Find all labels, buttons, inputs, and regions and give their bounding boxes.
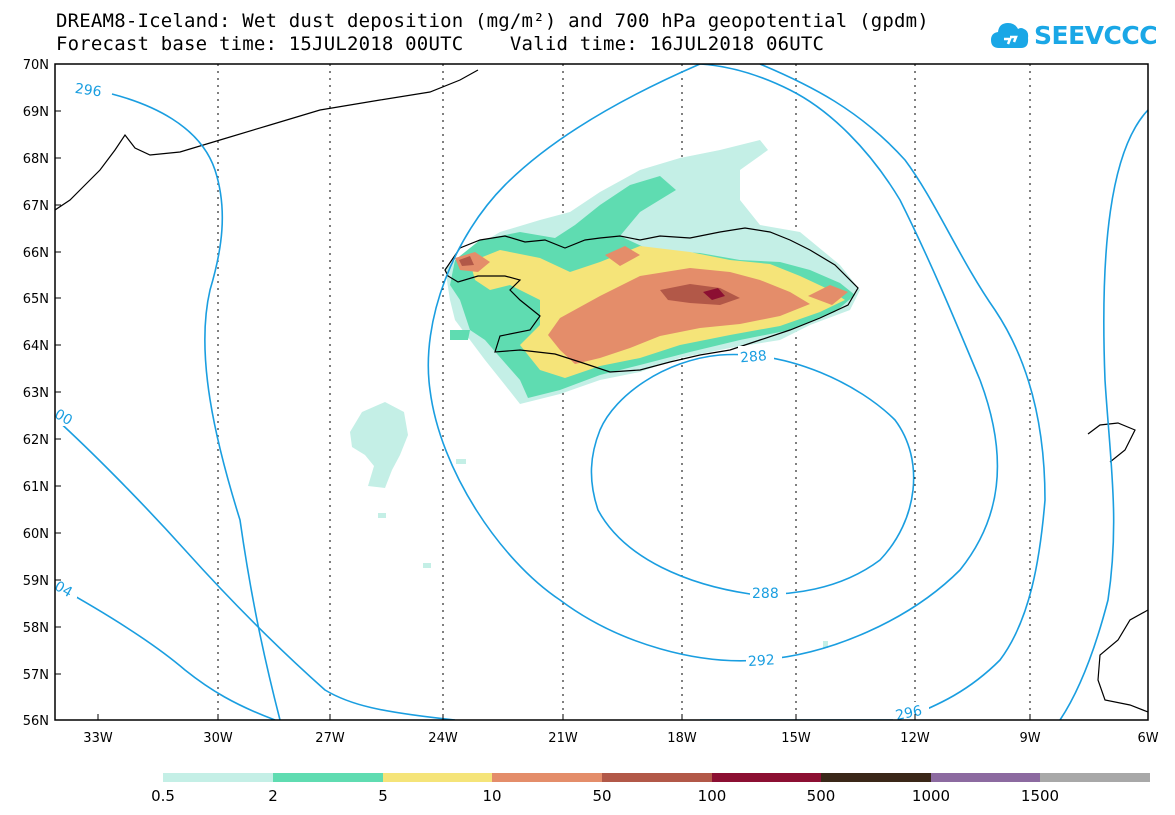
contour-line-far-east [1059, 109, 1148, 720]
logo-text: SEEVCCC [1034, 20, 1158, 50]
contour-label: 296 [894, 703, 924, 724]
lon-label: 18W [667, 731, 697, 746]
legend-swatch [163, 773, 273, 782]
contour-label: 04 [51, 578, 75, 601]
contour-label: 288 [739, 348, 767, 366]
legend-swatch [383, 773, 492, 782]
deposition-level-50 [459, 256, 740, 305]
lat-label: 64N [23, 339, 49, 354]
contour-line-292 [427, 64, 999, 662]
contour-label: 296 [74, 81, 103, 101]
map-subtitle-times: Forecast base time: 15JUL2018 00UTC Vali… [56, 33, 825, 55]
contour-line-300 [55, 417, 456, 720]
legend-label: 500 [807, 787, 836, 805]
contour-labels: 296 00 04 288 288 292 296 [51, 81, 923, 724]
dust-deposition-field [350, 140, 860, 648]
deposition-level-100 [703, 288, 725, 300]
lat-label: 62N [23, 433, 49, 448]
deposition-level-10 [455, 246, 848, 364]
contour-label: 288 [752, 586, 779, 602]
lon-label: 6W [1137, 731, 1158, 746]
legend-swatch [273, 773, 383, 782]
legend-swatch [712, 773, 821, 782]
lat-label: 58N [23, 621, 49, 636]
legend-label: 0.5 [151, 787, 175, 805]
legend-label: 1500 [1021, 787, 1059, 805]
legend-swatch [821, 773, 931, 782]
lat-label: 69N [23, 105, 49, 120]
contour-line-296-west [111, 93, 281, 720]
legend-swatch [492, 773, 602, 782]
legend-label: 10 [482, 787, 501, 805]
legend-label: 2 [268, 787, 278, 805]
coastlines [55, 69, 1148, 713]
grid-lines [217, 64, 1031, 720]
lon-label: 12W [900, 731, 930, 746]
lat-label: 56N [23, 714, 49, 729]
contour-label: 00 [51, 406, 74, 429]
legend-label: 100 [698, 787, 727, 805]
legend-label: 50 [592, 787, 611, 805]
legend-label: 5 [378, 787, 388, 805]
lon-label: 9W [1019, 731, 1040, 746]
lon-label: 33W [83, 731, 113, 746]
lon-label: 27W [315, 731, 345, 746]
lat-label: 67N [23, 199, 49, 214]
latitude-labels: 70N 69N 68N 67N 66N 65N 64N 63N 62N 61N … [23, 58, 49, 729]
legend-swatch [1040, 773, 1150, 782]
contour-line-288 [590, 353, 915, 596]
contour-line-304 [55, 584, 276, 720]
lat-label: 63N [23, 386, 49, 401]
legend-swatch [602, 773, 712, 782]
legend-label: 1000 [912, 787, 950, 805]
longitude-labels: 33W 30W 27W 24W 21W 18W 15W 12W 9W 6W [83, 731, 1158, 746]
tick-marks [55, 110, 1031, 720]
contour-line-296-east [700, 64, 1046, 720]
lat-label: 61N [23, 480, 49, 495]
lat-label: 57N [23, 668, 49, 683]
lat-label: 68N [23, 152, 49, 167]
contour-label-backgrounds [55, 80, 929, 720]
legend-swatch [931, 773, 1040, 782]
lat-label: 70N [23, 58, 49, 73]
lon-label: 21W [548, 731, 578, 746]
lat-label: 65N [23, 292, 49, 307]
seevccc-logo: SEEVCCC [990, 18, 1158, 52]
lon-label: 15W [781, 731, 811, 746]
lon-label: 30W [203, 731, 233, 746]
lon-label: 24W [428, 731, 458, 746]
map-title: DREAM8-Iceland: Wet dust deposition (mg/… [56, 10, 929, 32]
lat-label: 66N [23, 246, 49, 261]
color-legend: 0.5 2 5 10 50 100 500 1000 1500 [151, 773, 1150, 805]
geopotential-contours [55, 64, 1148, 720]
cloud-icon [991, 23, 1029, 48]
contour-label: 292 [748, 652, 776, 670]
lat-label: 60N [23, 527, 49, 542]
lat-label: 59N [23, 574, 49, 589]
